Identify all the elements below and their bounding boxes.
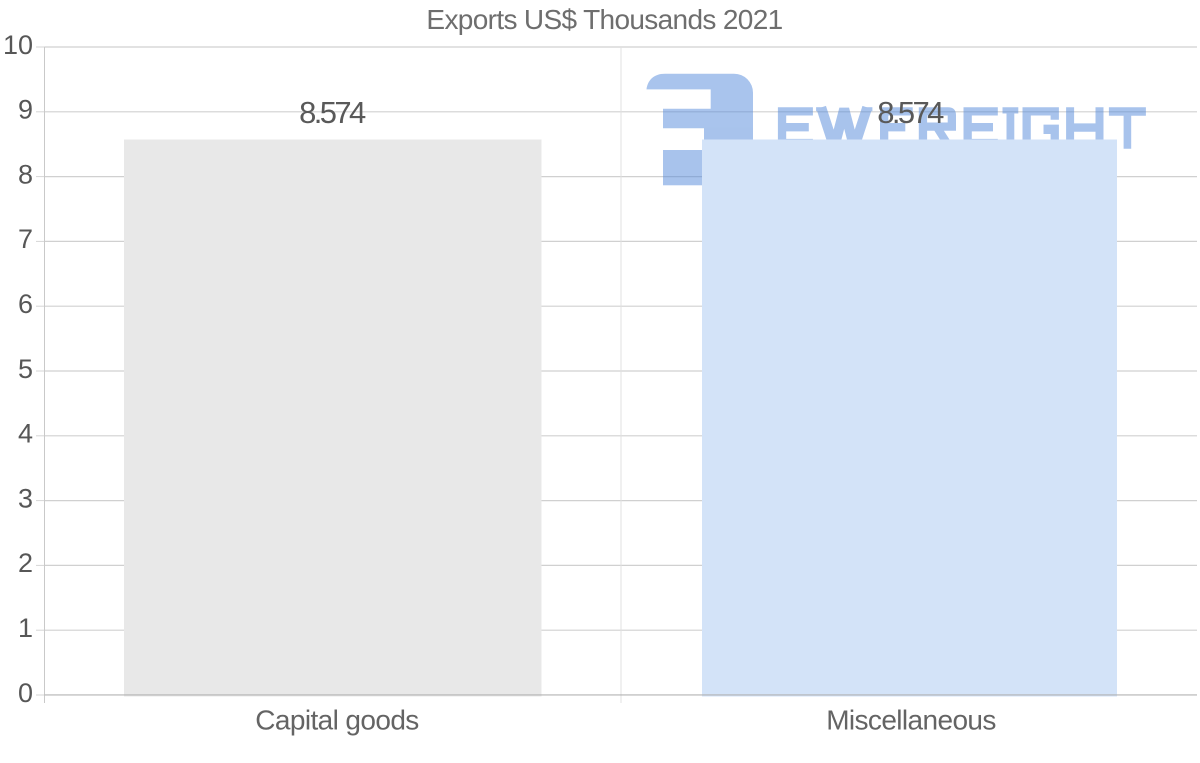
svg-text:3: 3 (18, 483, 33, 513)
svg-text:0: 0 (18, 678, 33, 708)
svg-text:8: 8 (18, 159, 33, 189)
svg-text:7: 7 (18, 224, 33, 254)
svg-text:2: 2 (18, 548, 33, 578)
svg-text:Miscellaneous: Miscellaneous (826, 705, 996, 736)
svg-text:10: 10 (3, 30, 33, 60)
svg-text:8.574: 8.574 (877, 95, 944, 130)
svg-text:1: 1 (18, 613, 33, 643)
svg-text:5: 5 (18, 354, 33, 384)
svg-text:4: 4 (18, 419, 33, 449)
svg-text:Capital goods: Capital goods (255, 705, 418, 736)
svg-text:9: 9 (18, 95, 33, 125)
svg-text:8.574: 8.574 (299, 95, 366, 130)
svg-text:6: 6 (18, 289, 33, 319)
svg-text:Exports US$ Thousands 2021: Exports US$ Thousands 2021 (426, 4, 782, 35)
